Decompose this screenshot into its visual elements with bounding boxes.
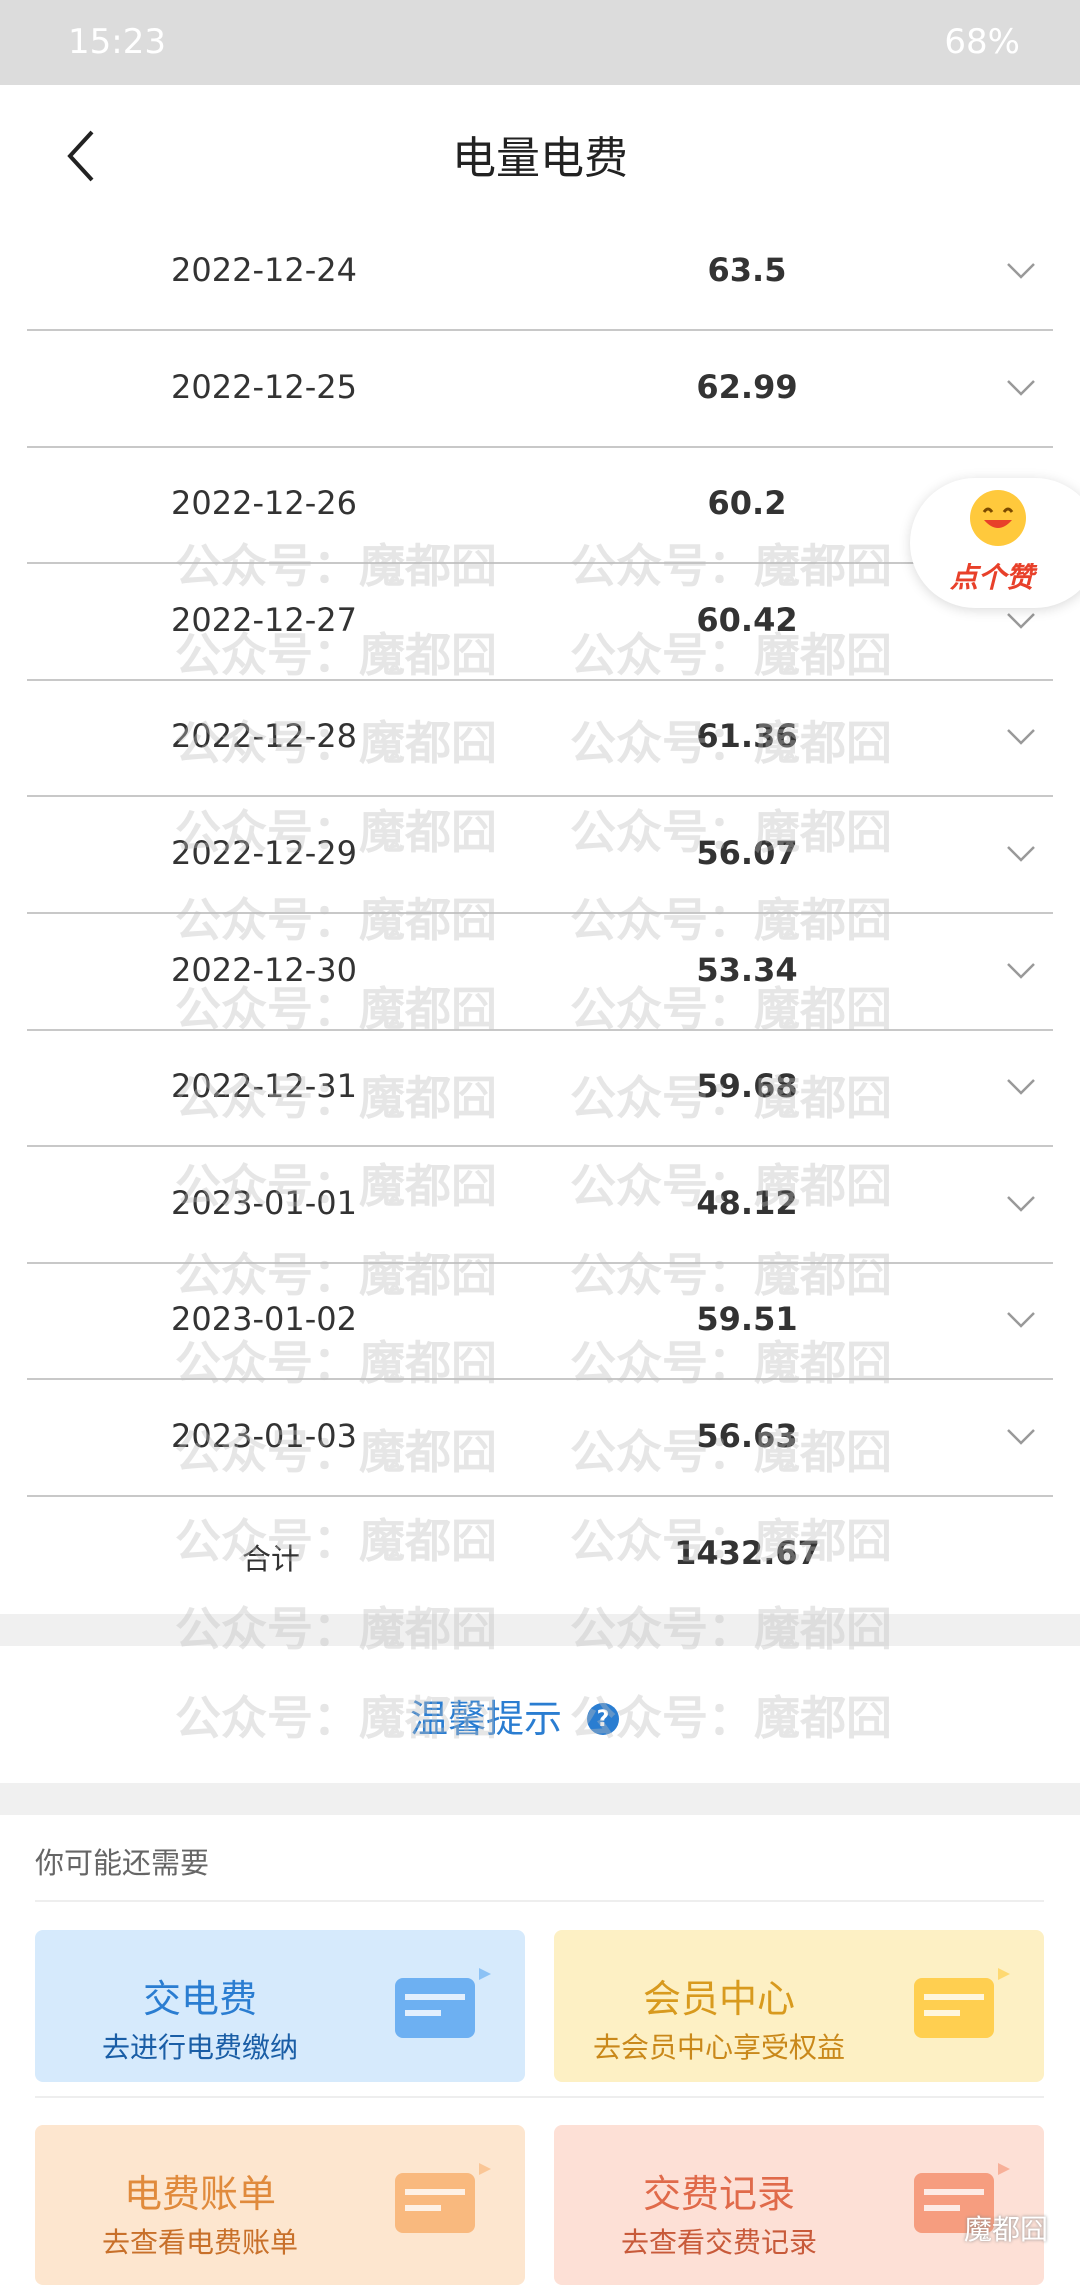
total-value: 1432.67: [674, 1533, 820, 1572]
help-icon: ?: [587, 1703, 620, 1735]
row-separator: [27, 1145, 1053, 1148]
card-icon: [375, 2155, 495, 2255]
row-separator: [27, 329, 1053, 331]
divider-band: [0, 1783, 1080, 1815]
service-card[interactable]: 交电费去进行电费缴纳: [35, 1930, 525, 2082]
chevron: [1006, 611, 1036, 631]
row-value: 53.34: [696, 950, 798, 989]
chevron: [1006, 1077, 1036, 1097]
row-date: 2023-01-01: [171, 1183, 357, 1222]
recommend-title: 你可能还需要: [35, 1846, 210, 1880]
badge-text: 点个赞: [950, 561, 1035, 594]
row-value: 59.51: [696, 1300, 798, 1339]
time: 15:23: [68, 22, 166, 62]
card-icon: [375, 1960, 495, 2060]
row-date: 2022-12-26: [171, 484, 357, 523]
row-value: 63.5: [707, 251, 787, 289]
row-date: 2022-12-30: [171, 950, 357, 989]
service-card[interactable]: 交费记录去查看交费记录: [554, 2125, 1044, 2285]
row-value: 48.12: [696, 1183, 798, 1222]
like-badge[interactable]: 点个赞: [910, 478, 1080, 608]
chevron: [1006, 961, 1036, 981]
row-date: 2022-12-29: [171, 834, 357, 872]
chevron: [1006, 727, 1036, 747]
row-value: 59.68: [696, 1067, 798, 1106]
row-date: 2022-12-31: [171, 1067, 357, 1106]
svg-text:?: ?: [597, 1707, 610, 1732]
row-separator: [27, 1028, 1053, 1031]
page-title: 电量电费: [452, 133, 628, 184]
row-value: 60.2: [707, 484, 787, 523]
row-separator: [27, 795, 1053, 798]
watermark: 公众号：魔都囧: [175, 1247, 497, 1302]
chevron: [1006, 261, 1036, 281]
watermark: 公众号：魔都囧: [570, 1247, 892, 1302]
card-subtitle: 去会员中心享受权益: [592, 2031, 845, 2064]
card-title: 交费记录: [642, 2172, 795, 2216]
row-separator: [27, 1261, 1053, 1264]
row-value: 56.07: [696, 834, 798, 872]
battery: 68%: [944, 22, 1020, 62]
row-separator: [27, 912, 1053, 914]
status-bar: 15:23 68%: [0, 0, 1080, 85]
watermark: 公众号：魔都囧: [175, 893, 497, 948]
service-card[interactable]: 电费账单去查看电费账单: [35, 2125, 525, 2285]
service-card[interactable]: 会员中心去会员中心享受权益: [554, 1930, 1044, 2082]
row-date: 2022-12-25: [171, 367, 357, 406]
watermark: 公众号：魔都囧: [570, 893, 892, 948]
row-separator: [27, 445, 1053, 448]
card-title: 会员中心: [642, 1977, 795, 2021]
divider: [35, 1900, 1044, 1902]
row-value: 61.36: [696, 717, 798, 756]
card-title: 电费账单: [123, 2172, 276, 2216]
row-date: 2022-12-24: [171, 251, 357, 289]
divider: [35, 2096, 1044, 2098]
row-date: 2022-12-28: [171, 717, 357, 756]
row-date: 2023-01-02: [171, 1300, 357, 1339]
card-subtitle: 去查看交费记录: [620, 2226, 817, 2259]
chevron: [1006, 844, 1036, 864]
back-button[interactable]: [60, 128, 100, 184]
card-icon: [894, 2155, 1014, 2255]
row-date: 2023-01-03: [171, 1417, 357, 1455]
row-separator: [27, 678, 1053, 681]
tip-text: 温馨提示: [409, 1697, 562, 1741]
smile-icon: [970, 490, 1026, 546]
row-separator: [27, 1378, 1053, 1381]
card-title: 交电费: [142, 1977, 257, 2021]
chevron: [1006, 1194, 1036, 1214]
tip-link[interactable]: 温馨提示 ?: [0, 1688, 1030, 1743]
chevron: [1006, 378, 1036, 398]
footer-mark: 魔都囧: [964, 2213, 1049, 2246]
row-separator: [27, 1495, 1053, 1497]
row-value: 60.42: [696, 600, 798, 639]
row-value: 62.99: [696, 367, 798, 406]
chevron: [1006, 1310, 1036, 1330]
divider-band: [0, 1614, 1080, 1646]
card-subtitle: 去进行电费缴纳: [101, 2031, 298, 2064]
row-value: 56.63: [696, 1417, 798, 1455]
total-label: 合计: [241, 1541, 300, 1576]
row-separator: [27, 562, 1053, 565]
chevron: [1006, 1427, 1036, 1447]
row-date: 2022-12-27: [171, 600, 357, 639]
card-subtitle: 去查看电费账单: [101, 2226, 298, 2259]
card-icon: [894, 1960, 1014, 2060]
